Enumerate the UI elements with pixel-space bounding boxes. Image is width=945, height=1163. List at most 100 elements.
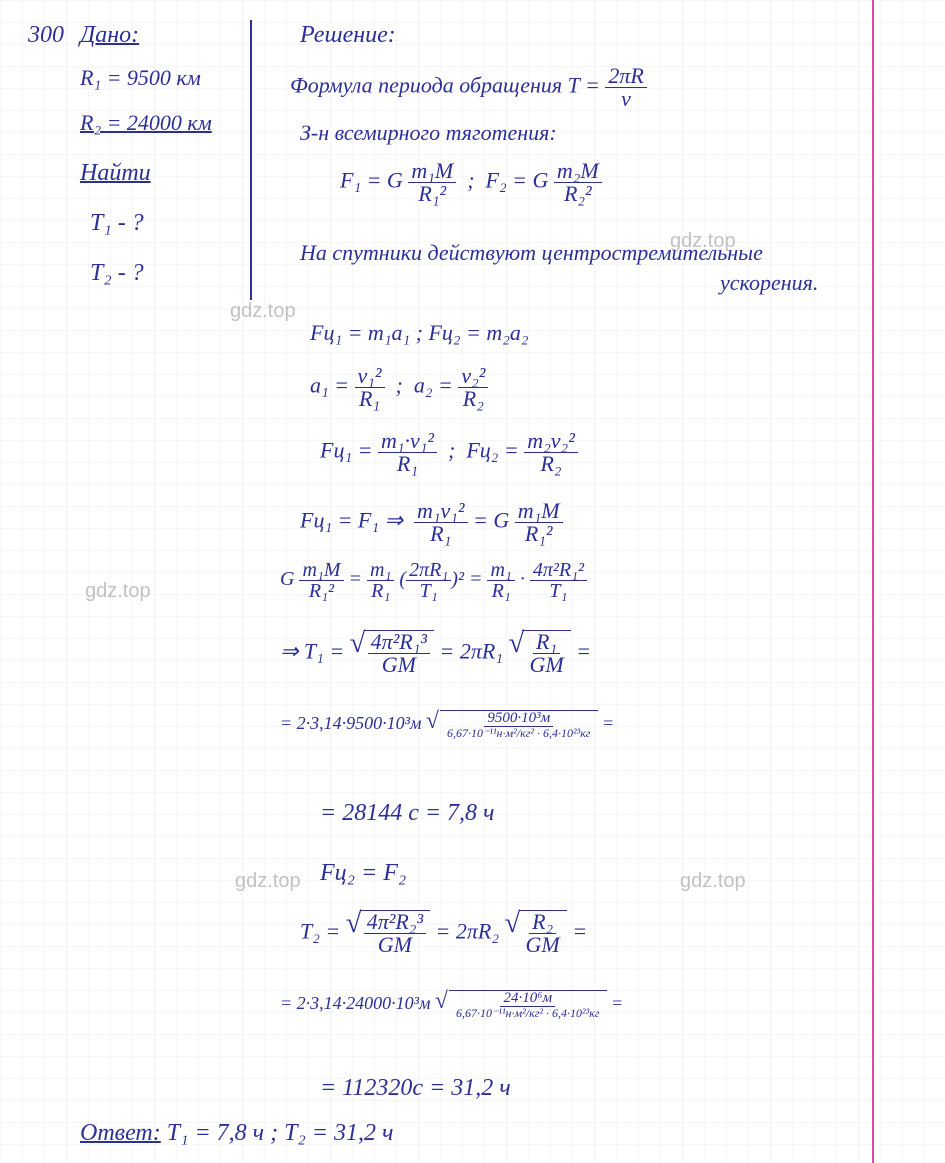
watermark: gdz.top xyxy=(230,300,296,323)
frac-den: R₂² xyxy=(561,183,595,205)
sol-accel: a₁ = v₁² R₁ ; a₂ = v₂² R₂ xyxy=(310,365,488,410)
sol-result2: = 112320c = 31,2 ч xyxy=(320,1075,511,1102)
calc2-sqrt: 24·10⁶м 6,67·10⁻¹¹н·м²/кг² · 6,4·10²³кг xyxy=(435,990,606,1019)
frac-num: m₁M xyxy=(408,160,456,183)
sol-eq2: G m₁M R₁² = m₁ R₁ ( 2πR₁ T₁ )² = m₁ R₁ ·… xyxy=(280,560,587,601)
frac-den: v xyxy=(618,88,634,110)
answer: Ответ: T₁ = 7,8 ч ; T₂ = 31,2 ч xyxy=(80,1120,393,1147)
frac-den: GM xyxy=(526,654,566,676)
fy1-frac: m₁·v₁² R₁ xyxy=(378,430,437,475)
frac-den: R₁ xyxy=(427,523,454,545)
t1-sqrt1: 4π²R₁³ GM xyxy=(350,630,434,676)
fy2-label: Fц₂ = xyxy=(466,438,518,463)
a2-label: a₂ = xyxy=(414,373,453,398)
sol-result1: = 28144 c = 7,8 ч xyxy=(320,800,495,827)
frac-den: GM xyxy=(375,934,415,956)
eq1-right-pre: = G xyxy=(473,508,509,533)
calc2-frac: 24·10⁶м 6,67·10⁻¹¹н·м²/кг² · 6,4·10²³кг xyxy=(453,991,602,1019)
t2-sqrt2-frac: R₂ GM xyxy=(523,911,563,956)
frac-den: GM xyxy=(523,934,563,956)
frac-num: 4π²R₁² xyxy=(530,560,587,581)
eq2-left: m₁M R₁² xyxy=(299,560,343,601)
frac-den: R₁ xyxy=(489,581,514,601)
calc1-eq: = xyxy=(602,713,614,733)
sol-line1-text: Формула периода обращения xyxy=(290,73,562,98)
eq2-paren-sup: )² = xyxy=(451,568,482,590)
a1-frac: v₁² R₁ xyxy=(355,365,385,410)
sol-fy2-eq: Fц₂ = F₂ xyxy=(320,860,406,887)
a2-frac: v₂² R₂ xyxy=(458,365,488,410)
eq2-mid-pre: = xyxy=(349,568,363,590)
margin-line xyxy=(872,0,874,1163)
frac-den: R₁ xyxy=(356,388,383,410)
frac-num: 24·10⁶м xyxy=(500,991,555,1007)
eq1-left: Fц₁ = F₁ ⇒ xyxy=(300,508,403,533)
sol-fy-line: Fц₁ = m₁a₁ ; Fц₂ = m₂a₂ xyxy=(310,320,529,346)
given-r2: R₂ = 24000 км xyxy=(80,110,212,136)
frac-num: R₂ xyxy=(529,911,556,934)
eq2-r1: m₁ R₁ xyxy=(487,560,514,601)
solution-title: Решение: xyxy=(300,22,396,49)
watermark: gdz.top xyxy=(85,580,151,603)
calc2-eq: = xyxy=(611,993,623,1013)
t2-eq: = xyxy=(572,919,587,944)
frac-num: m₂M xyxy=(554,160,602,183)
frac-num: m₁M xyxy=(299,560,343,581)
eq1-right: m₁M R₁² xyxy=(515,500,563,545)
t2-sqrt2: R₂ GM xyxy=(505,910,567,956)
answer-label: Ответ: xyxy=(80,1120,161,1146)
eq2-dot: · xyxy=(520,568,525,590)
given-r1: R₁ = 9500 км xyxy=(80,65,201,91)
frac-den: R₁² xyxy=(306,581,337,601)
eq2-r2: 4π²R₁² T₁ xyxy=(530,560,587,601)
f2-label: F₂ = G xyxy=(486,168,549,193)
frac-num: 2πR xyxy=(605,65,646,88)
frac-den: T₁ xyxy=(417,581,441,601)
frac-den: T₁ xyxy=(546,581,570,601)
t1-arrow: ⇒ T₁ = xyxy=(280,639,344,664)
t2-sqrt1-frac: 4π²R₂³ GM xyxy=(364,911,426,956)
frac-den: 6,67·10⁻¹¹н·м²/кг² · 6,4·10²³кг xyxy=(453,1007,602,1019)
sol-line1-frac: 2πR v xyxy=(605,65,646,110)
sol-line1: Формула периода обращения T = 2πR v xyxy=(290,65,647,110)
frac-den: R₁ xyxy=(368,581,393,601)
calc2-pre: = 2·3,14·24000·10³м xyxy=(280,993,431,1013)
eq1-mid: m₁v₁² R₁ xyxy=(414,500,468,545)
sol-line3b: ускорения. xyxy=(720,270,818,296)
find-t2: T₂ - ? xyxy=(90,260,144,287)
sol-t2: T₂ = 4π²R₂³ GM = 2πR₂ R₂ GM = xyxy=(300,910,587,956)
watermark: gdz.top xyxy=(235,870,301,893)
frac-den: R₁ xyxy=(394,453,421,475)
sol-calc2: = 2·3,14·24000·10³м 24·10⁶м 6,67·10⁻¹¹н·… xyxy=(280,990,623,1019)
sol-line2: З-н всемирного тяготения: xyxy=(300,120,557,146)
sol-fy-expand: Fц₁ = m₁·v₁² R₁ ; Fц₂ = m₂v₂² R₂ xyxy=(320,430,578,475)
find-title: Найти xyxy=(80,160,151,187)
frac-num: v₂² xyxy=(458,365,488,388)
a1-label: a₁ = xyxy=(310,373,349,398)
calc1-frac: 9500·10³м 6,67·10⁻¹¹н·м²/кг² · 6,4·10²³к… xyxy=(444,711,593,739)
frac-den: R₂ xyxy=(460,388,487,410)
f1-label: F₁ = G xyxy=(340,168,403,193)
frac-den: R₁² xyxy=(415,183,449,205)
frac-num: 2πR₁ xyxy=(406,560,451,581)
frac-num: m₁v₁² xyxy=(414,500,468,523)
find-t1: T₁ - ? xyxy=(90,210,144,237)
fy2-frac: m₂v₂² R₂ xyxy=(524,430,578,475)
t1-mid: = 2πR₁ xyxy=(439,639,502,664)
frac-num: m₁ xyxy=(367,560,394,581)
eq2-paren: 2πR₁ T₁ xyxy=(406,560,451,601)
calc1-sqrt: 9500·10³м 6,67·10⁻¹¹н·м²/кг² · 6,4·10²³к… xyxy=(426,710,597,739)
sol-forces: F₁ = G m₁M R₁² ; F₂ = G m₂M R₂² xyxy=(340,160,602,205)
fy1-label: Fц₁ = xyxy=(320,438,372,463)
t2-mid: = 2πR₂ xyxy=(436,919,499,944)
given-title: Дано: xyxy=(80,22,139,49)
watermark: gdz.top xyxy=(680,870,746,893)
frac-num: R₁ xyxy=(533,631,560,654)
frac-num: 4π²R₂³ xyxy=(364,911,426,934)
t1-eq: = xyxy=(576,639,591,664)
answer-text: T₁ = 7,8 ч ; T₂ = 31,2 ч xyxy=(167,1120,394,1146)
frac-num: 9500·10³м xyxy=(484,711,553,727)
eq2-left-pre: G xyxy=(280,568,294,590)
frac-num: m₂v₂² xyxy=(524,430,578,453)
t1-sqrt2: R₁ GM xyxy=(508,630,570,676)
